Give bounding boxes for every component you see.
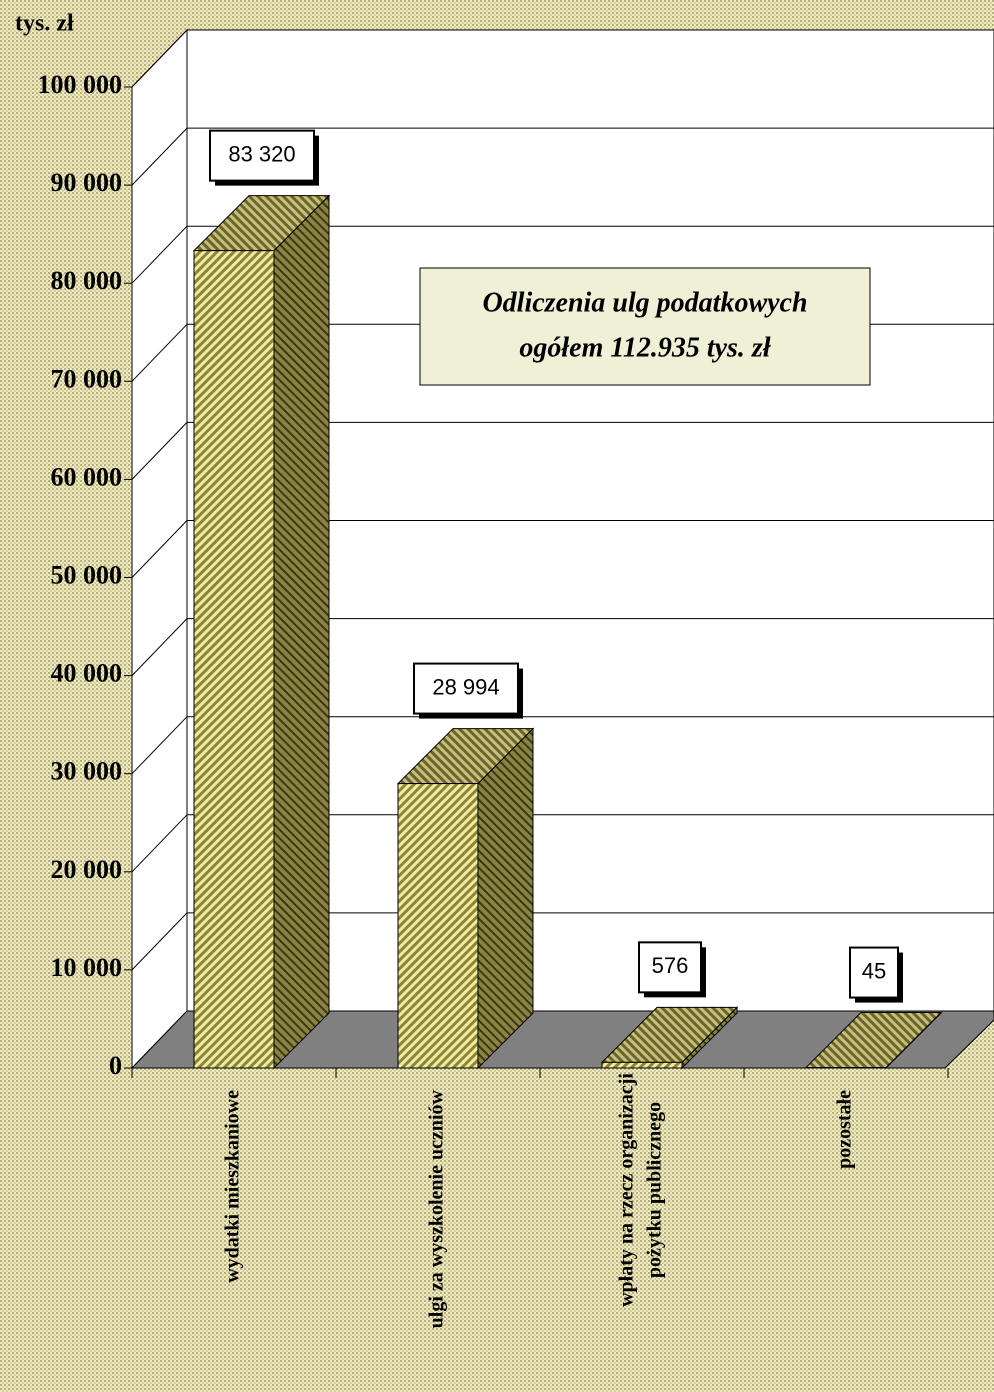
y-tick-label: 10 000 bbox=[51, 953, 123, 982]
grid-line bbox=[131, 422, 188, 480]
value-label: 83 320 bbox=[228, 141, 295, 166]
y-tick-label: 90 000 bbox=[51, 168, 123, 197]
y-tick-label: 60 000 bbox=[51, 462, 123, 491]
value-label: 28 994 bbox=[432, 674, 499, 699]
y-axis-label: tys. zł bbox=[15, 11, 74, 37]
label-box bbox=[209, 129, 315, 182]
grid-line bbox=[131, 323, 188, 382]
annotation: Odliczenia ulg podatkowych bbox=[482, 287, 807, 318]
label-box bbox=[413, 662, 519, 715]
bar-side bbox=[273, 194, 330, 1070]
grid-line bbox=[131, 127, 188, 186]
x-tick-label: ulgi za wyszkolenie uczniów bbox=[426, 1089, 448, 1328]
annotation: ogółem 112.935 tys. zł bbox=[519, 332, 770, 363]
label-box bbox=[849, 946, 899, 999]
y-tick-label: 40 000 bbox=[51, 659, 123, 688]
grid-line bbox=[131, 520, 188, 578]
y-tick-label: 50 000 bbox=[51, 560, 123, 589]
y-tick-label: 0 bbox=[109, 1051, 122, 1080]
grid-line bbox=[131, 814, 188, 873]
y-tick-label: 80 000 bbox=[51, 266, 123, 295]
label-box bbox=[638, 941, 702, 994]
y-tick-label: 20 000 bbox=[51, 855, 123, 884]
bar bbox=[193, 250, 275, 1069]
x-tick-label: pożytku publicznego bbox=[644, 1102, 666, 1278]
bar-side bbox=[477, 727, 534, 1070]
y-tick-label: 30 000 bbox=[51, 757, 123, 786]
x-tick-label: wpłaty na rzecz organizacji bbox=[616, 1073, 638, 1307]
grid-line bbox=[131, 912, 188, 971]
grid-line bbox=[131, 618, 188, 676]
bar bbox=[601, 1061, 683, 1069]
value-label: 576 bbox=[652, 953, 689, 978]
x-tick-label: pozostałe bbox=[834, 1090, 856, 1169]
grid-line bbox=[131, 29, 188, 88]
x-tick-label: wydatki mieszkaniowe bbox=[222, 1090, 244, 1283]
value-label: 45 bbox=[862, 958, 886, 983]
y-tick-label: 100 000 bbox=[38, 70, 123, 99]
grid-line bbox=[131, 716, 188, 775]
bar bbox=[397, 783, 479, 1069]
y-tick-label: 70 000 bbox=[51, 364, 123, 393]
annotation-box bbox=[419, 267, 871, 386]
grid-line bbox=[131, 225, 188, 284]
